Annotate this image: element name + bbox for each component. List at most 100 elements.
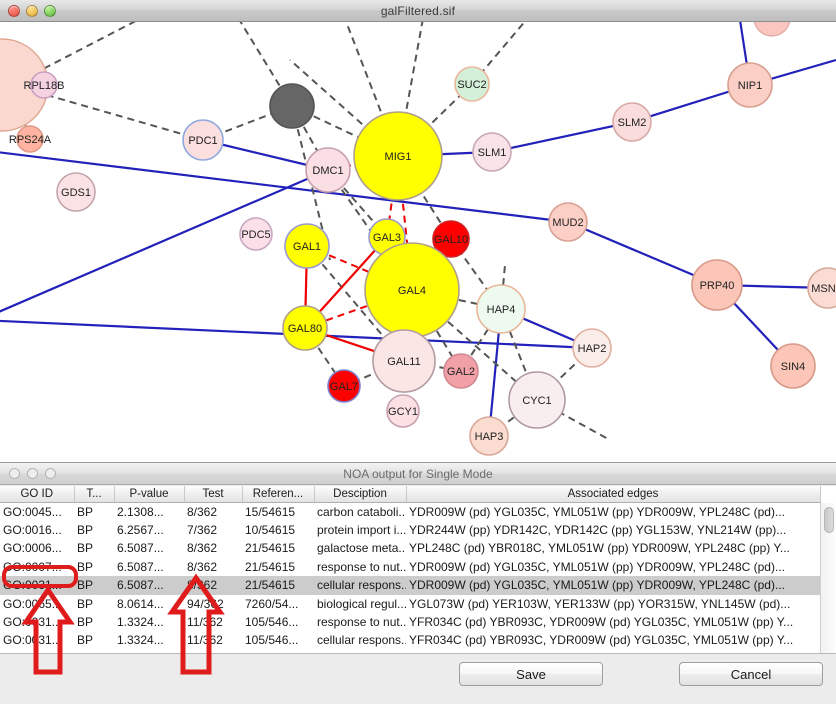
node-circle[interactable] (469, 416, 509, 456)
node-circle[interactable] (327, 369, 361, 403)
network-node-gal4[interactable]: GAL4 (364, 242, 460, 338)
node-circle[interactable] (56, 172, 96, 212)
node-circle[interactable] (548, 202, 588, 242)
network-node-gal11[interactable]: GAL11 (372, 329, 436, 393)
node-circle[interactable] (508, 371, 566, 429)
node-circle[interactable] (182, 119, 224, 161)
network-edge[interactable] (500, 264, 506, 310)
table-row[interactable]: GO:0031... BP 1.3324... 11/362 105/546... res… (0, 613, 820, 631)
node-circle[interactable] (727, 62, 773, 108)
node-circle[interactable] (476, 284, 526, 334)
network-node-gal1[interactable]: GAL1 (284, 223, 330, 269)
network-node-hap2[interactable]: HAP2 (572, 328, 612, 368)
node-circle[interactable] (305, 147, 351, 193)
network-node-mud2[interactable]: MUD2 (548, 202, 588, 242)
network-node-gal80[interactable]: GAL80 (282, 305, 328, 351)
noa-zoom-button-icon[interactable] (45, 468, 56, 479)
network-node-nip1[interactable]: NIP1 (727, 62, 773, 108)
table-row[interactable]: GO:0045... BP 2.1308... 8/362 15/54615 carbon… (0, 502, 820, 521)
network-node-slm1[interactable]: SLM1 (472, 132, 512, 172)
table-row[interactable]: GO:0007... BP 6.5087... 8/362 21/54615 respon… (0, 558, 820, 576)
node-circle[interactable] (807, 267, 836, 309)
node-circle[interactable] (239, 217, 273, 251)
node-circle[interactable] (572, 328, 612, 368)
table-vertical-scrollbar[interactable] (820, 503, 835, 653)
network-graph[interactable]: RPL18B RPS24A GDS1 PDC1 PDC5 DMC1 SUC2 MIG1 SLM1… (0, 22, 836, 462)
network-node-unlabeled[interactable] (269, 83, 315, 129)
network-node-sin4[interactable]: SIN4 (770, 343, 816, 389)
node-circle[interactable] (282, 305, 328, 351)
network-node-msn[interactable]: MSN... (807, 267, 836, 309)
table-row[interactable]: GO:0031... BP 1.3324... 11/362 105/546... cel… (0, 631, 820, 649)
network-node-rps24a[interactable]: RPS24A (9, 125, 52, 153)
column-header-associated-edges[interactable]: Associated edges (406, 486, 821, 503)
network-node-hap3[interactable]: HAP3 (469, 416, 509, 456)
network-node-gal7[interactable]: GAL7 (327, 369, 361, 403)
network-node-gal10[interactable]: GAL10 (432, 220, 470, 258)
cell-description: cellular respons... (314, 576, 406, 595)
cell-reference: 21/54615 (245, 541, 296, 556)
node-circle[interactable] (284, 223, 330, 269)
network-node-cyc1[interactable]: CYC1 (508, 371, 566, 429)
node-circle[interactable] (372, 329, 436, 393)
node-circle[interactable] (386, 394, 420, 428)
table-row[interactable]: GO:0050...BP1.428E...80/3625778/54...reg… (0, 650, 820, 653)
node-circle[interactable] (612, 102, 652, 142)
node-circle[interactable] (30, 71, 58, 99)
cancel-button[interactable]: Cancel (679, 662, 823, 686)
network-edge[interactable] (11, 84, 204, 141)
network-edge[interactable] (0, 150, 569, 224)
network-edge[interactable] (0, 168, 329, 320)
network-edge[interactable] (567, 220, 718, 287)
node-circle[interactable] (472, 132, 512, 172)
table-row[interactable]: GO:0006... BP 6.5087... 8/362 21/54615 galact… (0, 539, 820, 557)
network-node-hap4[interactable]: HAP4 (476, 284, 526, 334)
network-node-pdc5[interactable]: PDC5 (239, 217, 273, 251)
column-header-test[interactable]: Test (184, 486, 243, 503)
column-header-go-id[interactable]: GO ID (0, 486, 75, 503)
network-node-offscreen-top[interactable] (753, 22, 791, 37)
network-node-gcy1[interactable]: GCY1 (386, 394, 420, 428)
column-header-reference[interactable]: Referen... (242, 486, 315, 503)
node-circle[interactable] (353, 111, 443, 201)
network-node-gal2[interactable]: GAL2 (443, 353, 479, 389)
table-scrollbar-thumb[interactable] (824, 507, 834, 533)
cell-type: BP (77, 541, 94, 556)
network-node-pdc1[interactable]: PDC1 (182, 119, 224, 161)
cell-test: 8/362 (187, 541, 218, 556)
network-edge[interactable] (11, 22, 215, 86)
node-circle[interactable] (269, 83, 315, 129)
noa-minimize-button-icon[interactable] (27, 468, 38, 479)
node-circle[interactable] (443, 353, 479, 389)
network-edge[interactable] (491, 120, 633, 154)
column-header-type[interactable]: T... (74, 486, 115, 503)
node-label: HAP4 (487, 304, 516, 316)
close-button-icon[interactable] (8, 4, 20, 17)
table-row[interactable]: GO:0031... BP 6.5087... 8/362 21/54615 cellul… (0, 576, 820, 595)
network-node-gds1[interactable]: GDS1 (56, 172, 96, 212)
network-node-prp40[interactable]: PRP40 (691, 259, 743, 311)
node-circle[interactable] (16, 125, 44, 153)
node-circle[interactable] (432, 220, 470, 258)
cell-type: BP (74, 576, 114, 595)
node-circle[interactable] (691, 259, 743, 311)
column-header-description[interactable]: Desciption (314, 486, 407, 503)
table-row[interactable]: GO:0016... BP 6.2567... 7/362 10/54615 protei… (0, 521, 820, 539)
save-button[interactable]: Save (459, 662, 603, 686)
node-circle[interactable] (770, 343, 816, 389)
minimize-button-icon[interactable] (26, 4, 38, 17)
node-circle[interactable] (454, 66, 490, 102)
table-row[interactable]: GO:0065... BP 8.0614... 94/362 7260/54... bio… (0, 595, 820, 613)
column-header-p-value[interactable]: P-value (114, 486, 185, 503)
network-canvas[interactable]: RPL18B RPS24A GDS1 PDC1 PDC5 DMC1 SUC2 MIG1 SLM1… (0, 22, 836, 462)
noa-close-button-icon[interactable] (9, 468, 20, 479)
zoom-button-icon[interactable] (44, 4, 56, 17)
network-node-mig1[interactable]: MIG1 (353, 111, 443, 201)
network-node-rpl18b[interactable]: RPL18B (24, 71, 65, 99)
cell-p-value: 1.3324... (117, 633, 164, 648)
network-edge[interactable] (215, 22, 293, 107)
network-node-suc2[interactable]: SUC2 (454, 66, 490, 102)
results-table-container[interactable]: GO ID T... P-value Test Referen... Desci… (0, 486, 836, 654)
network-node-dmc1[interactable]: DMC1 (305, 147, 351, 193)
network-node-slm2[interactable]: SLM2 (612, 102, 652, 142)
